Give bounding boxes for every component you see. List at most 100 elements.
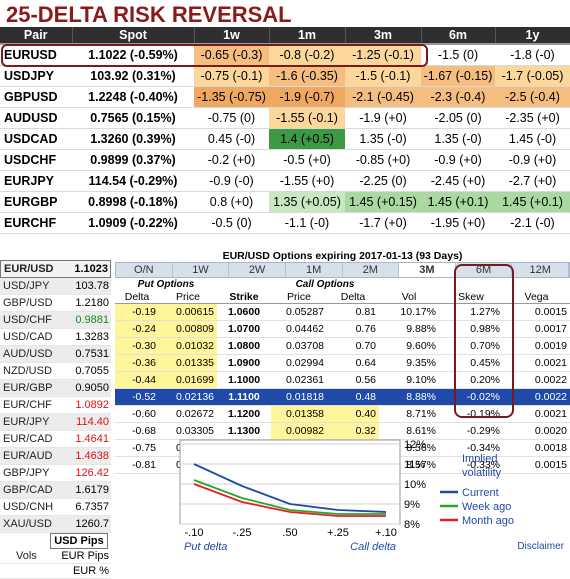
rr-row-eurgbp[interactable]: EURGBP 0.8998 (-0.18%) 0.8 (+0) 1.35 (+0.05…: [0, 191, 570, 213]
spot-rate-row[interactable]: EUR/JPY 114.40: [0, 414, 111, 431]
spot-rate-row[interactable]: EUR/CAD 1.4641: [0, 431, 111, 448]
rr-cell[interactable]: -1.95 (+0): [421, 212, 495, 234]
rr-cell[interactable]: -0.9 (+0): [421, 149, 495, 171]
spot-rate-row[interactable]: GBP/JPY 126.42: [0, 465, 111, 482]
rr-col-1y[interactable]: 1y: [495, 27, 570, 45]
legend-label: Week ago: [462, 501, 511, 513]
skew-cell: -0.33%: [439, 456, 504, 474]
rr-col-3m[interactable]: 3m: [345, 27, 422, 45]
option-row[interactable]: -0.60 0.02672 1.1200 0.01358 0.40 8.71% -0.19%…: [115, 405, 570, 423]
eur-pct-button[interactable]: EUR %: [72, 565, 109, 577]
option-row[interactable]: -0.52 0.02136 1.1100 0.01818 0.48 8.88% -0.02%…: [115, 388, 570, 406]
tab-1m[interactable]: 1M: [286, 263, 343, 277]
tab-12m[interactable]: 12M: [512, 263, 569, 277]
rr-cell[interactable]: -0.75 (0): [194, 107, 269, 129]
rr-cell[interactable]: -0.5 (+0): [269, 149, 345, 171]
rr-cell[interactable]: -0.5 (0): [194, 212, 269, 234]
rr-cell[interactable]: -0.8 (-0.2): [269, 44, 345, 66]
spot-rate-row[interactable]: USD/CNH 6.7357: [0, 499, 111, 516]
spot-rate-row[interactable]: EUR/AUD 1.4638: [0, 448, 111, 465]
rr-cell[interactable]: -1.9 (-0.7): [269, 86, 345, 108]
option-row[interactable]: -0.36 0.01335 1.0900 0.02994 0.64 9.35% 0.45% 0…: [115, 354, 570, 372]
rr-cell[interactable]: -1.7 (-0.05): [495, 65, 570, 87]
rr-cell[interactable]: -1.55 (+0): [269, 170, 345, 192]
rr-cell[interactable]: -1.5 (0): [421, 44, 495, 66]
rr-cell[interactable]: -2.3 (-0.4): [421, 86, 495, 108]
rr-cell[interactable]: -0.65 (-0.3): [194, 44, 269, 66]
spot-rate-row[interactable]: USD/CHF 0.9881: [0, 312, 111, 329]
rr-cell[interactable]: -0.75 (-0.1): [194, 65, 269, 87]
tab-2w[interactable]: 2W: [229, 263, 286, 277]
disclaimer-link[interactable]: Disclaimer: [517, 541, 564, 552]
tab-2m[interactable]: 2M: [343, 263, 400, 277]
rr-row-usdcad[interactable]: USDCAD 1.3260 (0.39%) 0.45 (-0) 1.4 (+0.5) 1…: [0, 128, 570, 150]
rr-cell[interactable]: -1.67 (-0.15): [421, 65, 495, 87]
rr-cell[interactable]: -1.25 (-0.1): [345, 44, 421, 66]
rr-cell[interactable]: -2.1 (-0): [495, 212, 570, 234]
rr-cell[interactable]: -2.45 (+0): [421, 170, 495, 192]
rr-cell[interactable]: -2.35 (+0): [495, 107, 570, 129]
spot-rate-row[interactable]: EUR/CHF 1.0892: [0, 397, 111, 414]
rr-cell[interactable]: -2.1 (-0.45): [345, 86, 421, 108]
rr-cell[interactable]: -2.7 (+0): [495, 170, 570, 192]
x-right-label: Call delta: [350, 541, 396, 553]
rr-cell[interactable]: -2.25 (0): [345, 170, 421, 192]
rr-cell[interactable]: 0.8 (+0): [194, 191, 269, 213]
rr-cell[interactable]: 0.45 (-0): [194, 128, 269, 150]
risk-reversal-table: Pair Spot 1w 1m 3m 6m 1y EURUSD 1.1022 (-…: [0, 27, 570, 234]
spot-rate-row[interactable]: USD/JPY 103.78: [0, 278, 111, 295]
rr-cell[interactable]: 1.4 (+0.5): [269, 128, 345, 150]
rr-cell[interactable]: -0.85 (+0): [345, 149, 421, 171]
rr-cell[interactable]: 1.35 (-0): [345, 128, 421, 150]
rr-col-1w[interactable]: 1w: [194, 27, 270, 45]
spot-rate-row[interactable]: NZD/USD 0.7055: [0, 363, 111, 380]
spot-rate-row[interactable]: EUR/GBP 0.9050: [0, 380, 111, 397]
rr-col-1m[interactable]: 1m: [269, 27, 346, 45]
rr-cell[interactable]: -0.9 (+0): [495, 149, 570, 171]
rr-row-eurjpy[interactable]: EURJPY 114.54 (-0.29%) -0.9 (-0) -1.55 (+0)…: [0, 170, 570, 192]
rr-row-usdchf[interactable]: USDCHF 0.9899 (0.37%) -0.2 (+0) -0.5 (+0) -0…: [0, 149, 570, 171]
option-row[interactable]: -0.24 0.00809 1.0700 0.04462 0.76 9.88% 0.98% 0…: [115, 320, 570, 338]
tab-3m[interactable]: 3M: [399, 263, 456, 277]
tab-on[interactable]: O/N: [116, 263, 173, 277]
spot-rate-row[interactable]: USD/CAD 1.3283: [0, 329, 111, 346]
rr-row-usdjpy[interactable]: USDJPY 103.92 (0.31%) -0.75 (-0.1) -1.6 (-0…: [0, 65, 570, 87]
rr-col-6m[interactable]: 6m: [421, 27, 496, 45]
rr-cell[interactable]: 1.45 (+0.15): [345, 191, 421, 213]
rr-cell[interactable]: 1.45 (+0.1): [421, 191, 495, 213]
rr-cell[interactable]: -2.5 (-0.4): [495, 86, 570, 108]
rr-cell[interactable]: 1.35 (+0.05): [269, 191, 345, 213]
rr-cell[interactable]: 1.35 (-0): [421, 128, 495, 150]
option-row[interactable]: -0.68 0.03305 1.1300 0.00982 0.32 8.61% -0.29%…: [115, 422, 570, 440]
option-row[interactable]: -0.30 0.01032 1.0800 0.03708 0.70 9.60% 0.70% 0…: [115, 337, 570, 355]
usd-pips-button[interactable]: USD Pips: [50, 533, 108, 549]
rr-cell[interactable]: -1.55 (-0.1): [269, 107, 345, 129]
rr-cell[interactable]: 1.45 (-0): [495, 128, 570, 150]
rr-row-gbpusd[interactable]: GBPUSD 1.2248 (-0.40%) -1.35 (-0.75) -1.9 (…: [0, 86, 570, 108]
rr-row-audusd[interactable]: AUDUSD 0.7565 (0.15%) -0.75 (0) -1.55 (-0.1…: [0, 107, 570, 129]
rr-cell[interactable]: -1.6 (-0.35): [269, 65, 345, 87]
spot-rate-row[interactable]: XAU/USD 1260.7: [0, 516, 111, 533]
spot-rate-row[interactable]: AUD/USD 0.7531: [0, 346, 111, 363]
rr-cell[interactable]: -2.05 (0): [421, 107, 495, 129]
spot-rate-header[interactable]: EUR/USD 1.1023: [0, 260, 111, 278]
rr-cell[interactable]: 1.45 (+0.1): [495, 191, 570, 213]
tab-1w[interactable]: 1W: [173, 263, 230, 277]
rr-cell[interactable]: -1.35 (-0.75): [194, 86, 269, 108]
option-row[interactable]: -0.19 0.00615 1.0600 0.05287 0.81 10.17% 1.27%…: [115, 303, 570, 321]
eur-pips-button[interactable]: EUR Pips: [61, 550, 109, 562]
rr-cell[interactable]: -1.5 (-0.1): [345, 65, 421, 87]
rr-cell[interactable]: -0.9 (-0): [194, 170, 269, 192]
rr-row-eurchf[interactable]: EURCHF 1.0909 (-0.22%) -0.5 (0) -1.1 (-0) -1…: [0, 212, 570, 234]
tab-6m[interactable]: 6M: [456, 263, 513, 277]
spot-rate-row[interactable]: GBP/USD 1.2180: [0, 295, 111, 312]
rr-spot: 1.1022 (-0.59%): [72, 44, 194, 66]
rr-cell[interactable]: -0.2 (+0): [194, 149, 269, 171]
option-row[interactable]: -0.44 0.01699 1.1000 0.02361 0.56 9.10% 0.20% 0…: [115, 371, 570, 389]
rr-cell[interactable]: -1.7 (+0): [345, 212, 421, 234]
rr-cell[interactable]: -1.8 (-0): [495, 44, 570, 66]
rr-cell[interactable]: -1.1 (-0): [269, 212, 345, 234]
rr-cell[interactable]: -1.9 (+0): [345, 107, 421, 129]
rr-row-eurusd[interactable]: EURUSD 1.1022 (-0.59%) -0.65 (-0.3) -0.8 (-…: [0, 44, 570, 66]
spot-rate-row[interactable]: GBP/CAD 1.6179: [0, 482, 111, 499]
